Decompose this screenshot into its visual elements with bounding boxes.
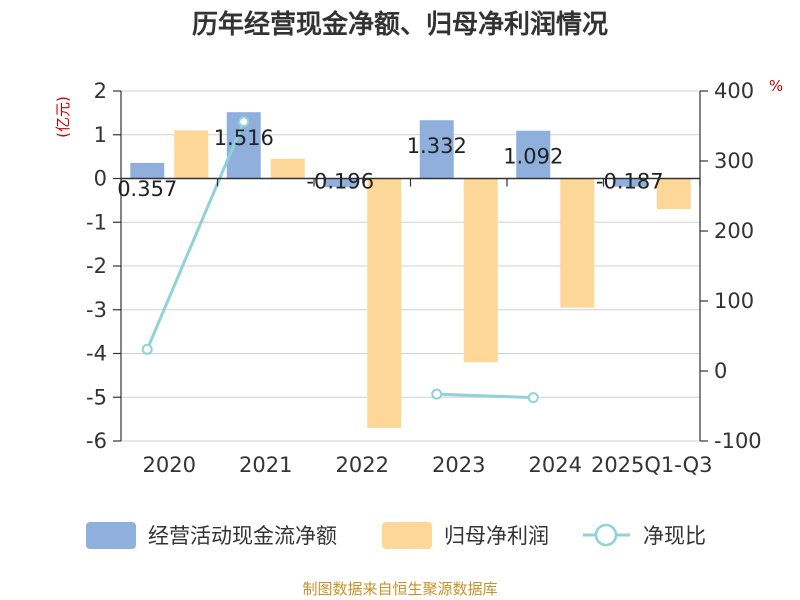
right-tick-label: -100	[714, 429, 762, 453]
cashflow-bar	[419, 120, 454, 179]
left-tick-label: -6	[86, 429, 107, 453]
cashflow-data-label: 1.332	[407, 134, 467, 158]
left-tick-label: -1	[86, 210, 107, 234]
cashflow-data-label: -0.196	[306, 170, 374, 194]
legend-label: 经营活动现金流净额	[148, 524, 337, 548]
left-tick-label: -2	[86, 254, 107, 278]
x-tick-label: 2022	[336, 453, 389, 477]
ratio-point	[431, 388, 443, 400]
cashflow-data-label: -0.187	[596, 170, 664, 194]
right-tick-label: 200	[714, 219, 754, 243]
grid	[121, 90, 700, 442]
legend-swatch	[86, 522, 136, 549]
x-tick-label: 2023	[432, 453, 485, 477]
x-tick-label: 2024	[529, 453, 582, 477]
right-tick-label: 300	[714, 149, 754, 173]
net-profit-bar	[367, 178, 402, 428]
x-tick-label: 2025Q1-Q3	[591, 453, 713, 477]
cashflow-data-label: 1.092	[503, 145, 563, 169]
ratio-line-segment	[436, 392, 534, 400]
legend-label: 归母净利润	[444, 524, 549, 548]
bars	[130, 112, 691, 428]
legend-label: 净现比	[643, 524, 706, 548]
left-tick-label: 0	[94, 167, 107, 191]
right-axis-unit: %	[769, 77, 783, 95]
right-tick-label: 400	[714, 79, 754, 103]
net-profit-bar	[174, 130, 209, 179]
legend: 经营活动现金流净额 归母净利润 净现比	[86, 522, 706, 549]
cashflow-bar	[323, 178, 358, 188]
ratio-line-segment	[145, 121, 246, 350]
legend-swatch	[382, 522, 432, 549]
chart-title: 历年经营现金净额、归母净利润情况	[192, 9, 608, 40]
x-tick-label: 2020	[143, 453, 196, 477]
left-tick-label: -4	[86, 342, 107, 366]
net-profit-bar	[463, 178, 498, 363]
ratio-line	[141, 116, 539, 404]
left-tick-label: -5	[86, 385, 107, 409]
right-tick-label: 0	[714, 359, 727, 383]
left-axis-unit: (亿元)	[54, 96, 72, 138]
left-tick-label: 1	[94, 123, 107, 147]
cashflow-bar	[612, 178, 647, 187]
cashflow-data-label: 0.357	[117, 177, 177, 201]
data-labels: 0.357 1.516 -0.196 1.332 1.092 -0.187	[117, 126, 663, 201]
cashflow-bar	[130, 162, 165, 179]
ratio-point	[527, 392, 539, 404]
left-tick-label: -3	[86, 298, 107, 322]
ratio-point	[238, 116, 250, 128]
net-profit-bar	[560, 178, 595, 308]
x-tick-label: 2021	[239, 453, 292, 477]
legend-line-marker	[594, 523, 618, 547]
ratio-point	[141, 343, 153, 355]
cashflow-bar	[516, 130, 551, 179]
net-profit-bar	[656, 178, 691, 210]
axes: 2 1 0 -1 -2 -3 -4 -5 -6 400 300 200 100 0 -100 2020 2021…	[86, 79, 762, 477]
net-profit-bar	[270, 158, 305, 179]
left-tick-label: 2	[94, 79, 107, 103]
right-tick-label: 100	[714, 289, 754, 313]
source-note: 制图数据来自恒生聚源数据库	[302, 580, 497, 598]
cashflow-data-label: 1.516	[214, 126, 274, 150]
